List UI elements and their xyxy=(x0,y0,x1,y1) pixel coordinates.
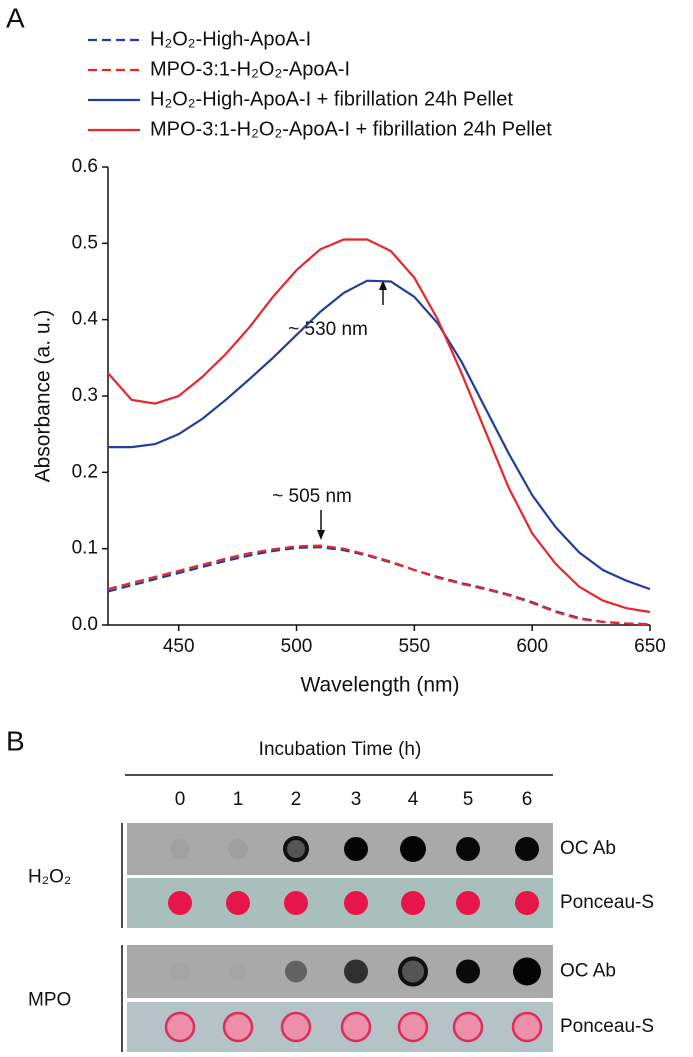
blot-dot xyxy=(515,837,539,861)
blot-dot xyxy=(284,891,308,915)
x-axis-label: Wavelength (nm) xyxy=(300,674,459,697)
blot-dot xyxy=(228,839,248,859)
blot-dot xyxy=(226,891,250,915)
blot-dot xyxy=(340,1011,372,1043)
blot-title: Incubation Time (h) xyxy=(259,739,422,760)
legend-label: MPO-3:1-H₂O₂-ApoA-I xyxy=(150,58,350,80)
column-label: 4 xyxy=(408,789,419,810)
panel-label: A xyxy=(6,2,25,33)
annotation: ~ 505 nm xyxy=(272,486,352,507)
data-line xyxy=(108,279,651,591)
legend-label: H₂O₂-High-ApoA-I xyxy=(150,28,311,50)
blot-dot xyxy=(452,1011,484,1043)
blot-dot xyxy=(398,956,428,987)
column-label: 1 xyxy=(233,789,244,810)
axis-line xyxy=(107,167,650,626)
blot-dot xyxy=(400,836,426,862)
data-line xyxy=(107,545,651,626)
x-tick-label: 500 xyxy=(281,636,313,657)
column-label: 2 xyxy=(291,789,302,810)
group-label: MPO xyxy=(28,990,71,1011)
strip-label: Ponceau-S xyxy=(560,1016,654,1037)
column-label: 5 xyxy=(463,789,474,810)
strip-label: Ponceau-S xyxy=(560,892,654,913)
legend-label: MPO-3:1-H₂O₂-ApoA-I + fibrillation 24h P… xyxy=(150,118,552,140)
x-tick-label: 650 xyxy=(634,636,666,657)
blot-dot xyxy=(164,1011,196,1043)
data-line xyxy=(107,544,651,626)
blot-dot xyxy=(397,1011,429,1043)
annotation-arrow-head xyxy=(379,280,387,290)
blot-dot xyxy=(222,1011,254,1043)
y-tick-label: 0.1 xyxy=(72,538,98,559)
blot-dot xyxy=(401,891,425,915)
blot-dot xyxy=(285,960,307,983)
blot-strip xyxy=(127,945,553,998)
blot-dot xyxy=(456,837,480,861)
blot-dot xyxy=(168,891,192,915)
y-tick-label: 0.3 xyxy=(72,385,98,406)
y-tick-label: 0.4 xyxy=(72,309,99,330)
blot-dot xyxy=(515,891,539,915)
blot-dot xyxy=(511,1011,543,1043)
column-label: 6 xyxy=(522,789,533,810)
panel-label: B xyxy=(6,725,25,756)
annotation: ~ 530 nm xyxy=(288,319,368,340)
x-tick-label: 600 xyxy=(516,636,548,657)
x-tick-label: 550 xyxy=(398,636,430,657)
y-tick-label: 0.5 xyxy=(72,232,98,253)
y-tick-label: 0.6 xyxy=(72,156,98,177)
blot-dot xyxy=(344,891,368,915)
x-tick-label: 450 xyxy=(163,636,195,657)
strip-label: OC Ab xyxy=(560,961,616,982)
blot-dot xyxy=(344,837,368,861)
blot-dot xyxy=(229,962,247,981)
column-label: 0 xyxy=(175,789,186,810)
group-label: H₂O₂ xyxy=(28,867,71,888)
y-tick-label: 0.0 xyxy=(72,614,98,635)
blot-strip xyxy=(127,878,553,928)
y-tick-label: 0.2 xyxy=(72,461,98,482)
strip-label: OC Ab xyxy=(560,838,616,859)
blot-dot xyxy=(280,1011,312,1043)
blot-dot xyxy=(283,836,309,862)
y-axis-label: Absorbance (a. u.) xyxy=(32,310,55,483)
legend-label: H₂O₂-High-ApoA-I + fibrillation 24h Pell… xyxy=(150,88,513,110)
blot-dot xyxy=(171,962,189,981)
blot-dot xyxy=(456,959,480,984)
blot-dot xyxy=(456,891,480,915)
annotation-arrow-head xyxy=(317,530,325,540)
blot-dot xyxy=(513,957,541,986)
blot-strip xyxy=(127,823,553,875)
blot-dot xyxy=(170,839,190,859)
blot-dot xyxy=(344,959,368,984)
column-label: 3 xyxy=(351,789,362,810)
data-line xyxy=(107,238,651,614)
